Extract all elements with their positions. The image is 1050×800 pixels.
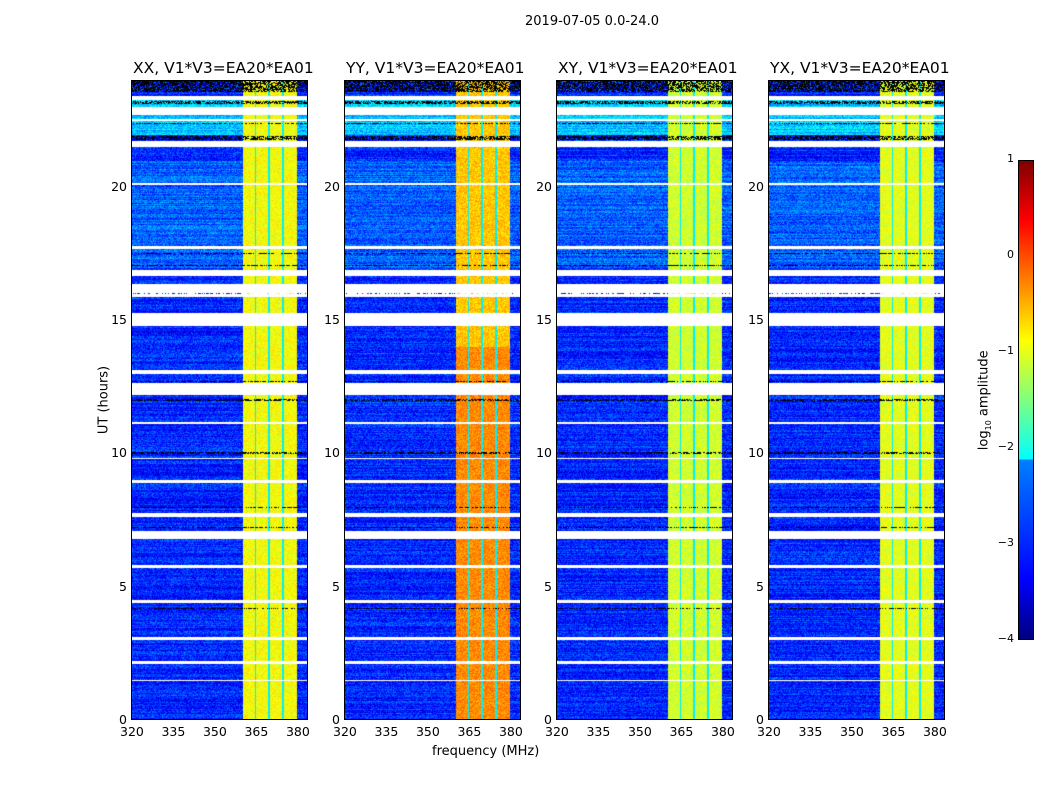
y-tick-label: 20 bbox=[324, 178, 340, 194]
x-tick-label: 335 bbox=[798, 724, 823, 739]
x-tick-label: 335 bbox=[374, 724, 399, 739]
panel-title: XY, V1*V3=EA20*EA01 bbox=[558, 59, 738, 77]
heatmap-image bbox=[769, 81, 944, 719]
y-tick-label: 15 bbox=[111, 312, 127, 327]
y-tick-label: 10 bbox=[536, 445, 552, 461]
y-tick-label: 0 bbox=[756, 712, 764, 727]
heatmap-panel bbox=[768, 80, 945, 720]
colorbar-tick-label: −2 bbox=[997, 440, 1014, 453]
x-tick-label: 380 bbox=[285, 724, 310, 739]
x-tick-label: 365 bbox=[669, 724, 694, 739]
y-tick-label: 20 bbox=[111, 178, 127, 194]
heatmap-image bbox=[345, 81, 520, 719]
y-tick-label: 20 bbox=[536, 178, 552, 194]
x-tick-label: 335 bbox=[586, 724, 611, 739]
x-tick-label: 380 bbox=[498, 724, 523, 739]
y-tick-label: 15 bbox=[536, 312, 552, 327]
y-tick-label: 0 bbox=[332, 712, 340, 727]
x-tick-label: 365 bbox=[244, 724, 269, 739]
colorbar-tick-label: −3 bbox=[997, 536, 1014, 549]
y-tick-label: 10 bbox=[111, 445, 127, 461]
colorbar bbox=[1018, 160, 1034, 640]
colorbar-tick-label: −1 bbox=[997, 344, 1014, 357]
x-tick-label: 350 bbox=[627, 724, 652, 739]
x-axis-label: frequency (MHz) bbox=[432, 744, 540, 759]
y-tick-label: 5 bbox=[332, 578, 340, 594]
x-tick-label: 380 bbox=[922, 724, 947, 739]
heatmap-image bbox=[132, 81, 307, 719]
y-tick-label: 5 bbox=[544, 578, 552, 594]
x-tick-label: 350 bbox=[415, 724, 440, 739]
heatmap-panel bbox=[344, 80, 521, 720]
heatmap-panel bbox=[131, 80, 308, 720]
x-tick-label: 320 bbox=[120, 724, 144, 739]
colorbar-tick-label: −4 bbox=[997, 632, 1014, 645]
colorbar-tick-label: 0 bbox=[1007, 248, 1014, 261]
panel-title: XX, V1*V3=EA20*EA01 bbox=[133, 59, 314, 77]
figure-title: 2019-07-05 0.0-24.0 bbox=[525, 14, 659, 29]
y-tick-label: 5 bbox=[119, 578, 127, 594]
panel-title: YY, V1*V3=EA20*EA01 bbox=[346, 59, 525, 77]
y-tick-label: 15 bbox=[748, 312, 764, 327]
colorbar-label: log10 amplitude bbox=[976, 350, 994, 451]
y-tick-label: 0 bbox=[544, 712, 552, 727]
x-tick-label: 320 bbox=[545, 724, 569, 739]
x-tick-label: 320 bbox=[757, 724, 781, 739]
y-axis-label: UT (hours) bbox=[96, 365, 112, 435]
x-tick-label: 335 bbox=[161, 724, 186, 739]
y-tick-label: 15 bbox=[324, 312, 340, 327]
colorbar-tick-label: 1 bbox=[1007, 152, 1014, 165]
y-tick-label: 10 bbox=[324, 445, 340, 461]
heatmap-image bbox=[557, 81, 732, 719]
y-tick-label: 0 bbox=[119, 712, 127, 727]
y-tick-label: 10 bbox=[748, 445, 764, 461]
y-tick-label: 5 bbox=[756, 578, 764, 594]
x-tick-label: 380 bbox=[710, 724, 735, 739]
x-tick-label: 320 bbox=[333, 724, 357, 739]
x-tick-label: 350 bbox=[839, 724, 864, 739]
x-tick-label: 365 bbox=[457, 724, 482, 739]
y-tick-label: 20 bbox=[748, 178, 764, 194]
x-tick-label: 350 bbox=[202, 724, 227, 739]
heatmap-panel bbox=[556, 80, 733, 720]
x-tick-label: 365 bbox=[881, 724, 906, 739]
panel-title: YX, V1*V3=EA20*EA01 bbox=[770, 59, 950, 77]
